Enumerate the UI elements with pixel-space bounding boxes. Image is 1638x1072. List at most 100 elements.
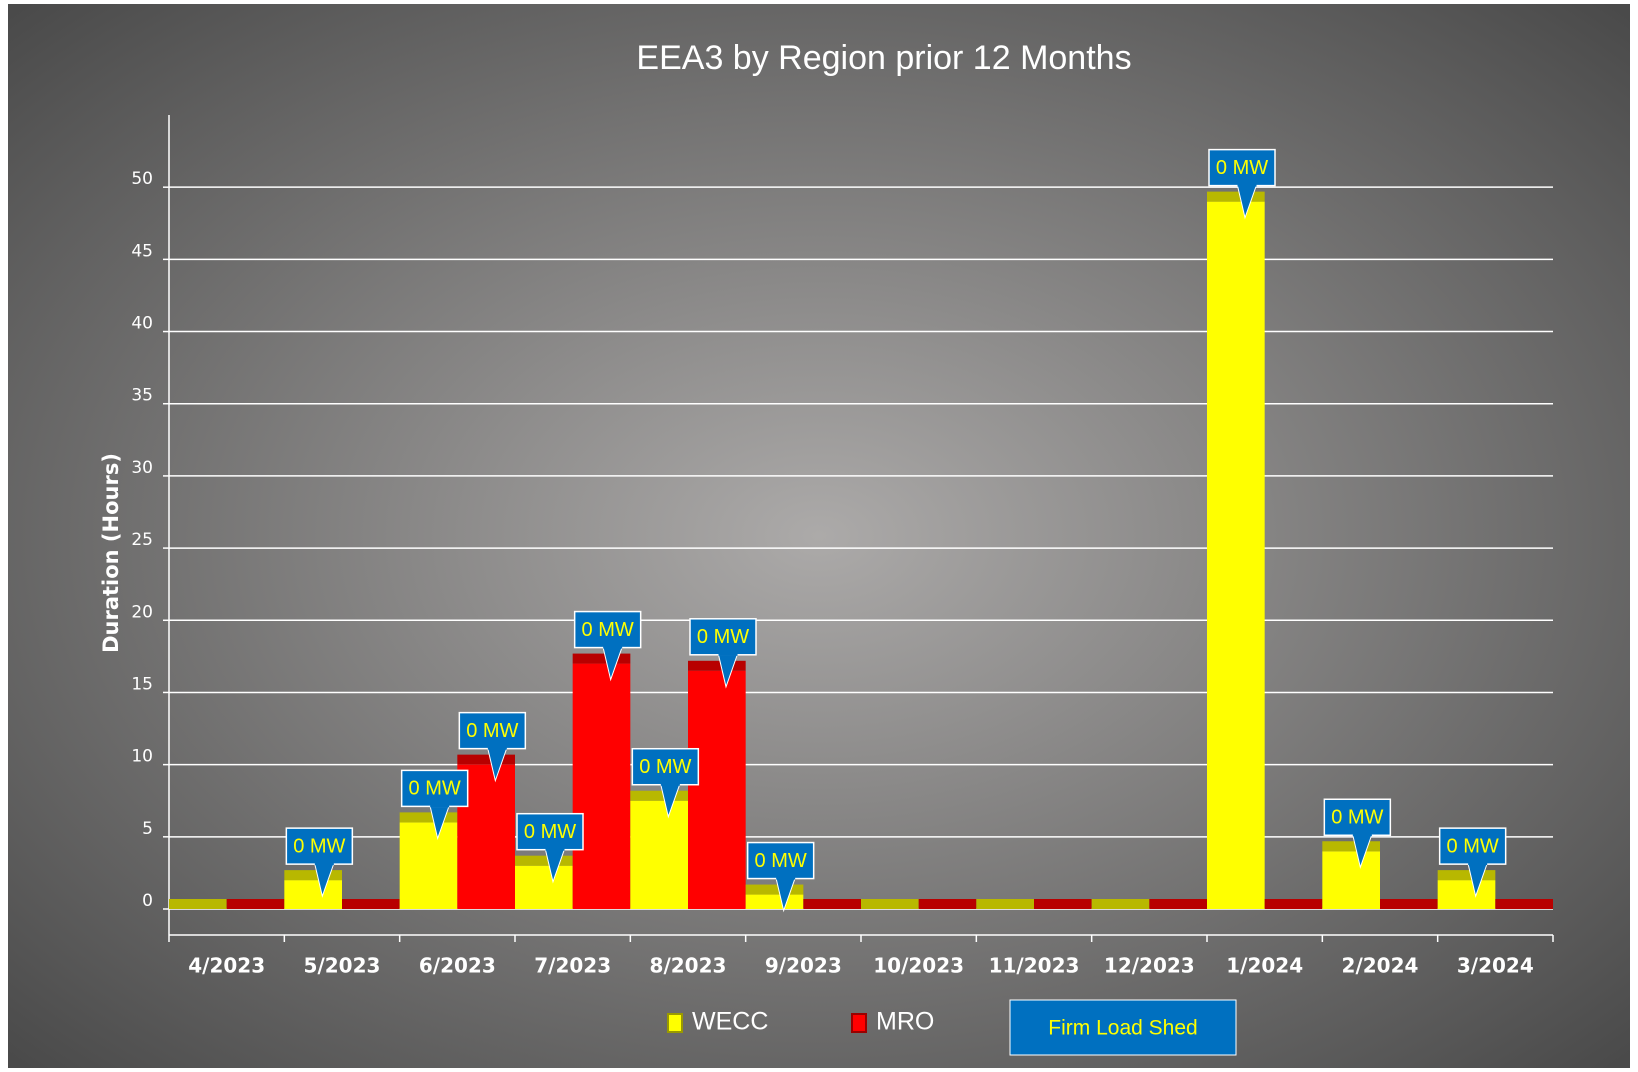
bar bbox=[515, 865, 573, 909]
y-tick-label: 45 bbox=[131, 241, 153, 261]
bar-group bbox=[1495, 899, 1553, 909]
callout-seam bbox=[1468, 862, 1488, 866]
callout-box bbox=[746, 841, 815, 880]
y-tick-label: 0 bbox=[142, 891, 153, 911]
callout-seam bbox=[718, 652, 738, 656]
x-tick-label: 1/2024 bbox=[1226, 954, 1303, 978]
bar-group bbox=[342, 899, 400, 909]
callout-label: 0 MW bbox=[409, 778, 461, 800]
callout: 0 MW bbox=[1208, 148, 1276, 220]
legend-label: WECC bbox=[692, 1008, 768, 1036]
bar-group bbox=[1034, 899, 1092, 909]
y-tick-label: 25 bbox=[131, 530, 153, 550]
bar-group bbox=[630, 790, 688, 909]
x-tick-label: 3/2024 bbox=[1457, 954, 1534, 978]
bar-group bbox=[572, 653, 631, 909]
x-tick-label: 9/2023 bbox=[765, 954, 842, 978]
bar-top bbox=[1207, 191, 1265, 202]
legend-callout-box bbox=[1009, 999, 1237, 1056]
bar-top bbox=[342, 899, 400, 909]
callout-box bbox=[1323, 798, 1392, 837]
callout-box bbox=[285, 827, 354, 865]
callout-box bbox=[631, 747, 700, 786]
bar-top bbox=[169, 899, 227, 909]
callout-label: 0 MW bbox=[466, 720, 518, 742]
y-tick-label: 10 bbox=[131, 747, 153, 767]
bar-top bbox=[1091, 899, 1150, 909]
bar-top bbox=[803, 899, 861, 909]
bar-group bbox=[918, 899, 977, 909]
bar-group bbox=[1149, 899, 1207, 909]
y-tick-label: 40 bbox=[131, 314, 153, 334]
bar-top bbox=[1495, 899, 1553, 909]
bar-group bbox=[1322, 841, 1380, 909]
callout-box bbox=[516, 812, 584, 851]
bar bbox=[1322, 851, 1380, 909]
x-tick-label: 12/2023 bbox=[1104, 954, 1195, 978]
callout-box bbox=[573, 610, 642, 649]
callout: 0 MW bbox=[1438, 827, 1507, 898]
callout: 0 MW bbox=[1323, 798, 1392, 870]
bar-top bbox=[1322, 841, 1380, 852]
bar bbox=[1437, 880, 1496, 909]
callout: 0 MW bbox=[458, 711, 527, 783]
y-tick-label: 30 bbox=[131, 458, 153, 478]
legend-swatch bbox=[851, 1013, 867, 1033]
callout-label: 0 MW bbox=[1447, 835, 1499, 857]
x-tick-label: 7/2023 bbox=[534, 954, 611, 978]
bar-top bbox=[515, 855, 573, 866]
bar-group bbox=[1380, 899, 1438, 909]
bar-top bbox=[1437, 870, 1496, 881]
callout-box bbox=[400, 769, 469, 808]
legend-swatch bbox=[667, 1013, 683, 1033]
x-tick-label: 5/2023 bbox=[304, 954, 381, 978]
callout-seam bbox=[487, 746, 507, 750]
bar bbox=[1207, 201, 1265, 910]
bar-group bbox=[1091, 899, 1150, 909]
bar-top bbox=[630, 790, 688, 801]
callout-label: 0 MW bbox=[697, 626, 749, 648]
bar-group bbox=[1437, 870, 1496, 909]
bar-top bbox=[1034, 899, 1092, 909]
bar-group bbox=[976, 899, 1034, 909]
bar bbox=[688, 670, 746, 909]
bar-top bbox=[399, 812, 458, 823]
callout-label: 0 MW bbox=[639, 756, 691, 778]
y-tick-label: 5 bbox=[142, 819, 153, 839]
callout-box bbox=[1438, 827, 1507, 865]
callout-seam bbox=[430, 804, 450, 808]
bar-top bbox=[688, 660, 746, 671]
callout-box bbox=[458, 711, 527, 750]
bar-group bbox=[515, 855, 573, 909]
bar-group bbox=[861, 899, 919, 909]
bar bbox=[745, 894, 804, 909]
callout: 0 MW bbox=[631, 747, 700, 819]
x-tick-label: 10/2023 bbox=[873, 954, 964, 978]
callout-label: 0 MW bbox=[293, 835, 345, 857]
bar-group bbox=[803, 899, 861, 909]
legend-callout-label: Firm Load Shed bbox=[1048, 1017, 1197, 1040]
callout: 0 MW bbox=[746, 841, 815, 913]
legend-label: MRO bbox=[876, 1008, 934, 1036]
bar-group bbox=[226, 899, 285, 909]
bar bbox=[572, 663, 631, 909]
y-tick-label: 50 bbox=[131, 169, 153, 189]
bar-top bbox=[1149, 899, 1207, 909]
bar-group bbox=[1264, 899, 1323, 909]
callout-seam bbox=[1352, 833, 1372, 837]
x-tick-label: 8/2023 bbox=[650, 954, 727, 978]
callout: 0 MW bbox=[573, 610, 642, 682]
callout-label: 0 MW bbox=[524, 821, 576, 843]
bar bbox=[284, 880, 342, 909]
bar-group bbox=[284, 870, 342, 909]
callout: 0 MW bbox=[689, 618, 757, 689]
callout-seam bbox=[603, 645, 623, 649]
callout-seam bbox=[776, 876, 796, 880]
callout-seam bbox=[545, 847, 565, 851]
callout-seam bbox=[660, 782, 680, 786]
bar-top bbox=[861, 899, 919, 909]
bar-top bbox=[457, 754, 515, 765]
y-tick-label: 20 bbox=[131, 602, 153, 622]
